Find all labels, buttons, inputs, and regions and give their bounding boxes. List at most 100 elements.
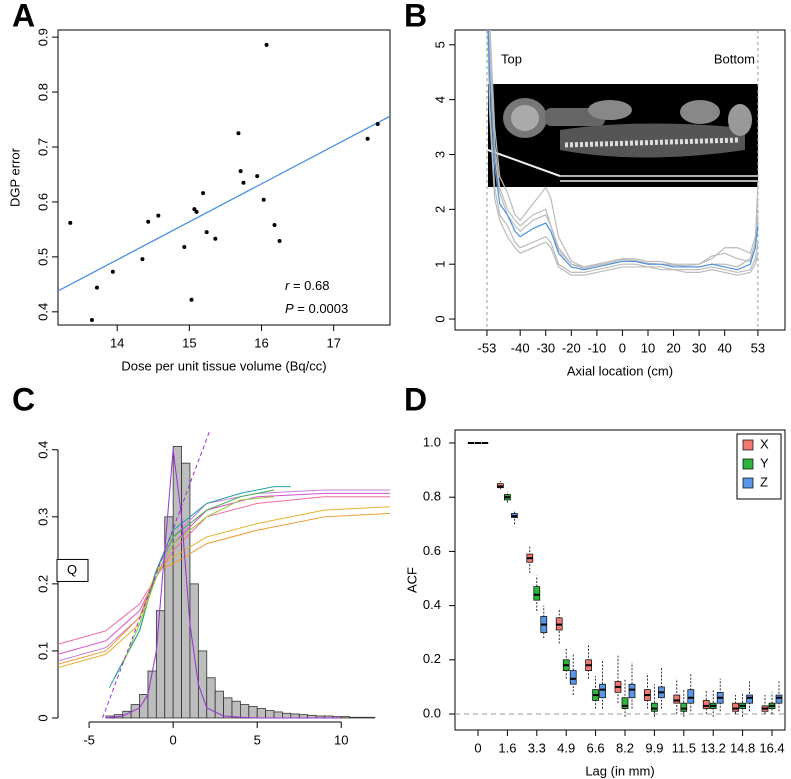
point xyxy=(140,257,145,262)
hist-bar xyxy=(366,716,376,719)
hist-bar xyxy=(231,700,241,719)
box xyxy=(599,683,606,699)
y-tick-label: 0 xyxy=(432,315,447,322)
hist-bar xyxy=(155,610,166,719)
x-tick-label: 17 xyxy=(326,335,340,350)
series-line xyxy=(58,506,390,669)
series-line xyxy=(487,30,759,271)
series-line xyxy=(122,496,275,665)
plot-frame xyxy=(454,429,786,731)
hist-bar xyxy=(340,716,351,719)
y-tick-label: 0.7 xyxy=(35,138,50,156)
hist-bar xyxy=(248,706,258,719)
hist-bar xyxy=(273,711,283,719)
x-axis-label: Dose per unit tissue volume (Bq/cc) xyxy=(121,358,326,373)
x-tick-label: 14.8 xyxy=(730,740,755,755)
point xyxy=(182,244,187,249)
annotation: Bottom xyxy=(714,51,755,66)
x-tick-label: 0 xyxy=(474,740,481,755)
y-axis-label: ACF xyxy=(404,567,419,593)
plot-frame xyxy=(454,29,786,331)
point xyxy=(192,207,197,212)
y-tick-label: 1 xyxy=(432,261,447,268)
x-tick-label: -53 xyxy=(478,340,497,355)
hist-bar xyxy=(197,650,208,719)
box xyxy=(687,689,695,704)
point xyxy=(277,238,282,243)
series-line xyxy=(487,30,759,276)
hist-bar xyxy=(290,713,300,719)
point xyxy=(236,131,241,136)
point xyxy=(255,174,260,179)
legend-label: Z xyxy=(760,474,768,489)
x-tick-label: 10 xyxy=(641,340,655,355)
y-tick-label: 0.5 xyxy=(35,248,50,266)
point xyxy=(375,121,380,126)
panel-label: D xyxy=(404,381,427,417)
y-tick-label: 0.2 xyxy=(35,575,50,593)
point xyxy=(365,136,370,141)
x-tick-label: 1.6 xyxy=(498,740,516,755)
x-tick-label: 13.2 xyxy=(701,740,726,755)
y-tick-label: 2 xyxy=(432,206,447,213)
y-tick-label: 0.2 xyxy=(423,651,441,666)
point xyxy=(146,219,151,224)
box xyxy=(651,702,658,712)
point xyxy=(238,169,243,174)
series-line xyxy=(487,30,759,270)
x-tick-label: 9.9 xyxy=(645,740,663,755)
y-tick-label: 4 xyxy=(432,96,447,103)
hist-bar xyxy=(206,677,216,719)
y-tick-label: 0.8 xyxy=(423,489,441,504)
y-tick-label: 0.0 xyxy=(423,705,441,720)
x-tick-label: 30 xyxy=(692,340,706,355)
y-tick-label: 0.4 xyxy=(35,303,50,321)
x-axis-label: Axial location (cm) xyxy=(567,363,673,378)
x-tick-label: 3.3 xyxy=(528,740,546,755)
annotation-text: = 0.0003 xyxy=(294,301,349,316)
x-tick-label: 16.4 xyxy=(759,740,784,755)
y-tick-label: 0.9 xyxy=(35,28,50,46)
plot-frame xyxy=(57,29,391,326)
y-tick-label: 0.8 xyxy=(35,83,50,101)
hist-bar xyxy=(223,697,233,719)
x-tick-label: -5 xyxy=(83,732,95,747)
point xyxy=(68,220,73,225)
hist-bar xyxy=(265,710,275,719)
annotation-text: = 0.68 xyxy=(289,278,329,293)
box xyxy=(628,683,636,699)
ct-inset xyxy=(487,84,758,187)
plot-area xyxy=(58,429,390,719)
point xyxy=(194,209,199,214)
box xyxy=(569,670,577,685)
x-tick-label: 53 xyxy=(751,340,765,355)
x-tick-label: 14 xyxy=(110,335,124,350)
fit-line xyxy=(57,115,391,292)
y-tick-label: 0.4 xyxy=(423,597,441,612)
annotation: r = 0.68 xyxy=(285,278,329,293)
box xyxy=(702,700,710,709)
box xyxy=(732,702,739,712)
x-tick-label: 15 xyxy=(182,335,196,350)
x-tick-label: 16 xyxy=(254,335,268,350)
point xyxy=(189,297,194,302)
y-tick-label: 0.4 xyxy=(35,441,50,459)
y-tick-label: 0.6 xyxy=(35,193,50,211)
x-tick-label: -10 xyxy=(587,340,606,355)
annotation: P = 0.0003 xyxy=(285,301,348,316)
series-line xyxy=(105,449,342,719)
legend-swatch xyxy=(742,477,754,489)
hist-bar xyxy=(282,712,292,719)
hist-bar xyxy=(239,704,250,719)
annotation-symbol: P xyxy=(285,301,294,316)
panel-label: A xyxy=(12,0,35,33)
y-tick-label: 0.1 xyxy=(35,642,50,660)
x-tick-label: 4.9 xyxy=(557,740,575,755)
box xyxy=(533,586,541,601)
series-line xyxy=(108,486,291,689)
point xyxy=(264,42,269,47)
y-tick-label: 5 xyxy=(432,41,447,48)
plot-area xyxy=(57,42,391,323)
hist-bar xyxy=(298,714,309,719)
x-tick-label: -40 xyxy=(511,340,530,355)
